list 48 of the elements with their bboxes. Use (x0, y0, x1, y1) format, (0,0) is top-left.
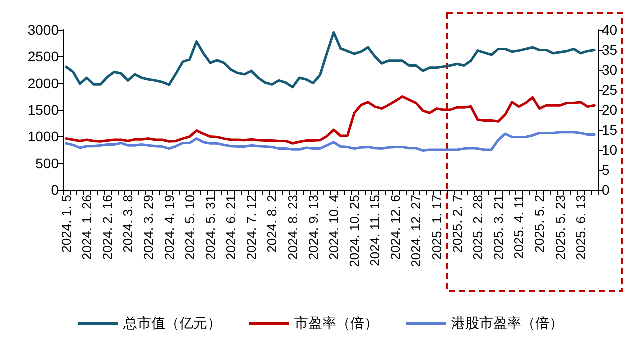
x-tick-label: 2024. 1. 5 (58, 195, 74, 253)
y2-tick-label: 10 (602, 142, 618, 158)
y2-tick-label: 35 (602, 42, 618, 58)
x-tick-label: 2024. 10. 4 (326, 195, 342, 260)
x-tick-label: 2024. 12. 27 (408, 195, 424, 268)
x-tick-label: 2025. 1. 17 (429, 195, 444, 260)
y-tick-label: 1500 (28, 102, 60, 118)
legend-label: 总市值（亿元） (122, 316, 222, 332)
x-tick-label: 2025. 2. 7 (450, 195, 465, 253)
x-tick-label: 2025. 3. 21 (491, 195, 506, 260)
y-tick-label: 2500 (28, 48, 60, 65)
legend-label: 港股市盈率（倍） (452, 316, 564, 332)
y-tick-label: 500 (36, 155, 60, 172)
x-tick-label: 2024. 8. 23 (285, 195, 300, 260)
y2-tick-label: 20 (602, 102, 618, 118)
x-tick-label: 2025. 2. 28 (470, 195, 486, 260)
x-tick-label: 2024. 9. 13 (306, 195, 321, 260)
line-series (65, 131, 596, 152)
x-tick-label: 2024. 5. 10 (182, 195, 198, 260)
y-tick-label: 2000 (28, 75, 60, 92)
x-tick-label: 2024. 10. 25 (347, 195, 362, 268)
y2-tick-label: 15 (602, 122, 618, 138)
y2-tick-label: 40 (602, 22, 618, 38)
x-tick-label: 2025. 6. 13 (573, 195, 588, 260)
x-tick-label: 2024. 6. 21 (224, 195, 239, 260)
y2-tick-label: 30 (602, 62, 618, 78)
y-tick-label: 1000 (28, 128, 60, 145)
x-tick-label: 2025. 4. 11 (512, 195, 527, 260)
x-tick-label: 2024. 8. 2 (264, 195, 280, 253)
x-tick-label: 2024. 7. 12 (244, 195, 260, 260)
x-tick-label: 2024. 2. 16 (100, 195, 116, 260)
x-tick-label: 2024. 11. 15 (368, 195, 383, 266)
line-series (65, 31, 596, 89)
x-tick-label: 2024. 1. 26 (80, 195, 95, 260)
x-tick-label: 2024. 3. 29 (141, 195, 156, 260)
y-tick-label: 3000 (28, 22, 60, 38)
legend-label: 市盈率（倍） (294, 316, 378, 332)
y2-tick-label: 0 (602, 182, 610, 198)
y2-tick-label: 25 (602, 82, 618, 98)
x-tick-label: 2024. 3. 8 (120, 195, 136, 253)
y2-tick-label: 5 (602, 162, 610, 178)
y-tick-label: 0 (51, 182, 60, 198)
x-tick-label: 2024. 12. 6 (388, 195, 404, 260)
x-tick-label: 2024. 4. 19 (162, 195, 177, 260)
line-series (65, 96, 596, 145)
x-tick-label: 2024. 5. 31 (202, 195, 218, 260)
x-tick-label: 2025. 5. 23 (552, 195, 568, 260)
x-tick-label: 2025. 5. 2 (532, 195, 548, 253)
